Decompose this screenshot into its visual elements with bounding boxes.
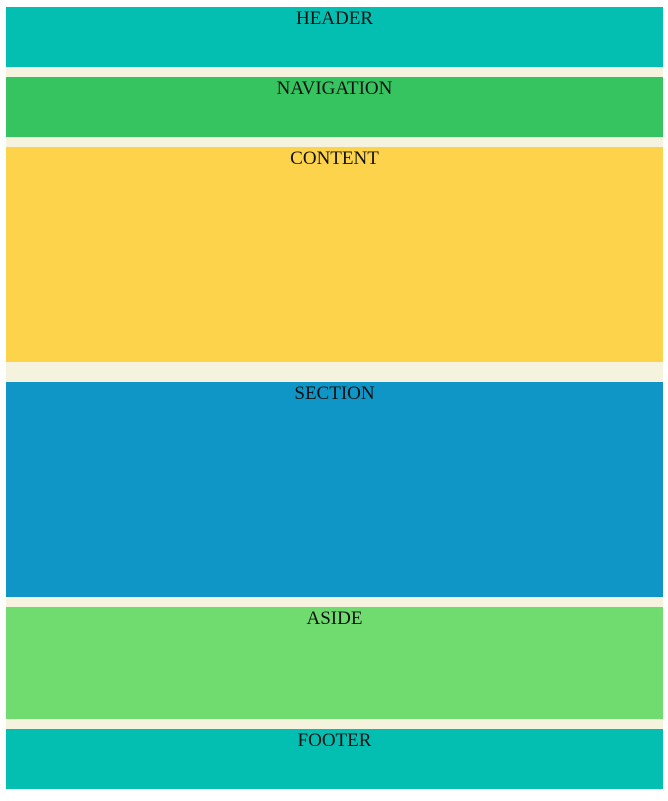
- header-label: HEADER: [295, 8, 374, 29]
- navigation-block: NAVIGATION: [6, 77, 663, 137]
- content-block: CONTENT: [6, 147, 663, 362]
- aside-block: ASIDE: [6, 607, 663, 719]
- navigation-label: NAVIGATION: [276, 78, 393, 99]
- footer-label: FOOTER: [297, 730, 372, 751]
- header-block: HEADER: [6, 7, 663, 67]
- aside-label: ASIDE: [306, 608, 363, 629]
- content-label: CONTENT: [290, 148, 379, 169]
- section-block: SECTION: [6, 382, 663, 597]
- page-wrapper: HEADER NAVIGATION CONTENT SECTION ASIDE …: [6, 7, 663, 789]
- section-label: SECTION: [294, 383, 375, 404]
- footer-block: FOOTER: [6, 729, 663, 789]
